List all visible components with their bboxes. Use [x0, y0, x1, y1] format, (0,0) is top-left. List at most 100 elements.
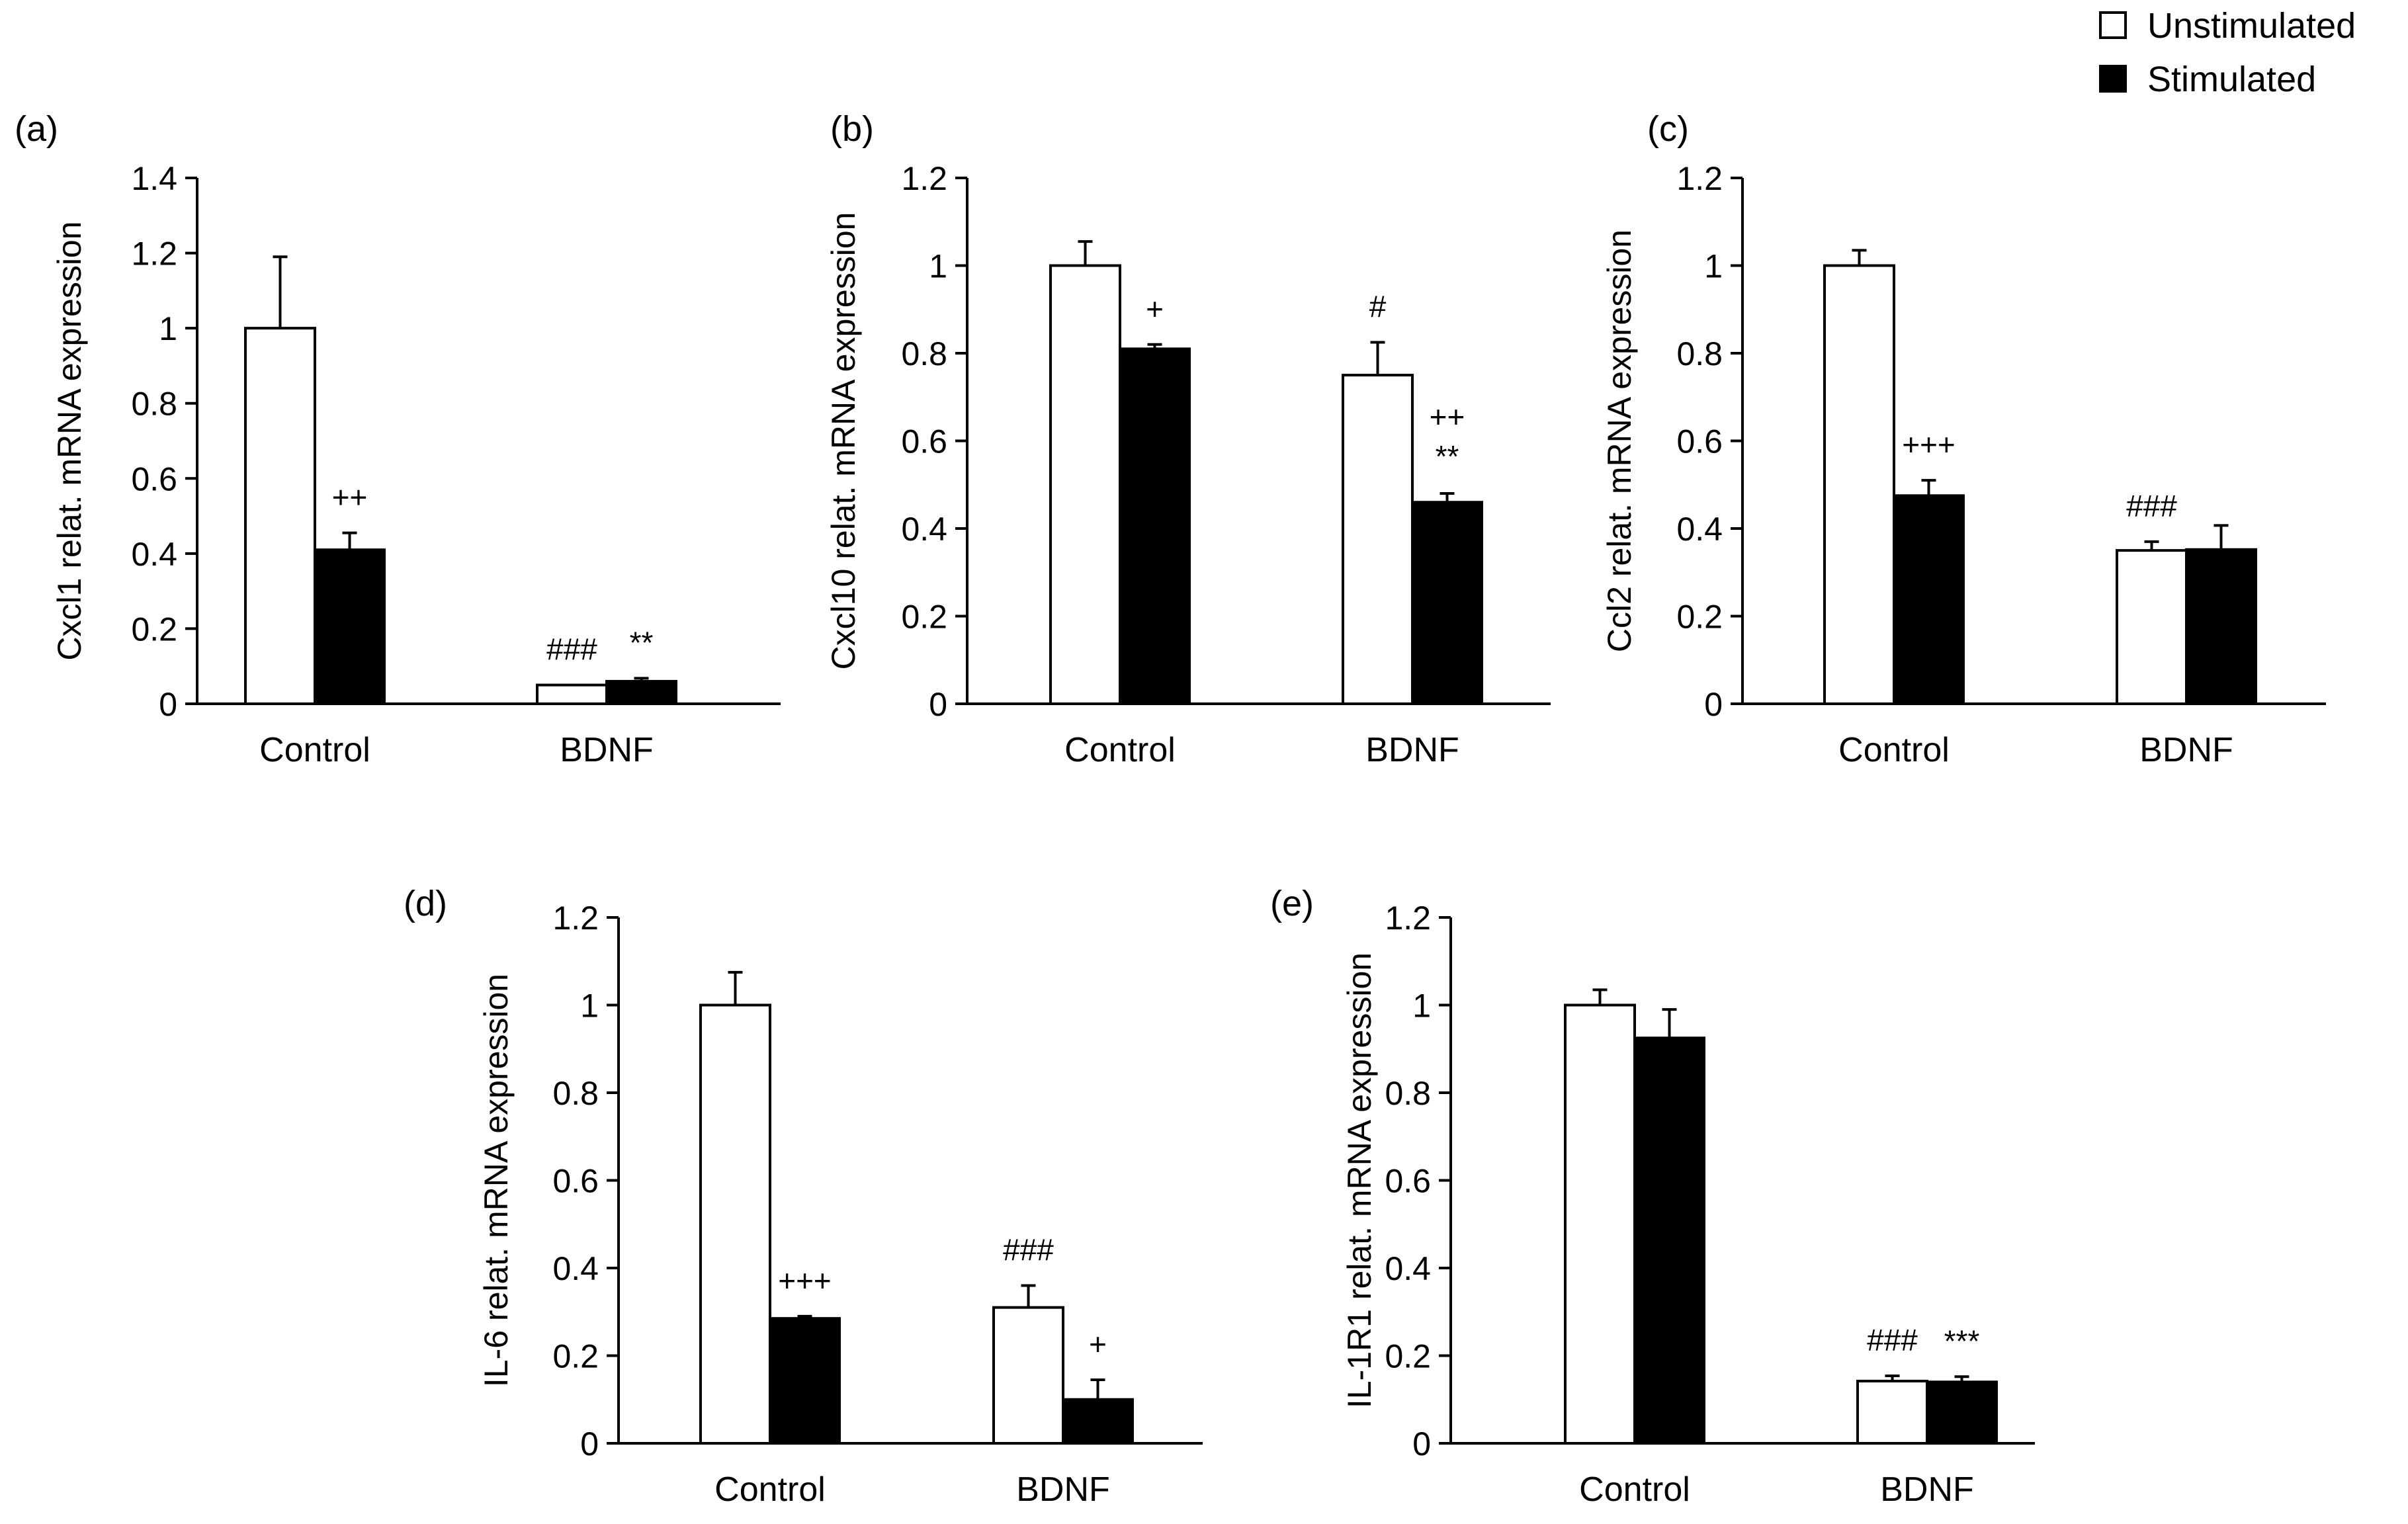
bar-unstimulated-bdnf — [536, 683, 608, 706]
y-tick-label: 1 — [1412, 988, 1431, 1025]
y-tick-label: 0 — [580, 1425, 599, 1462]
y-tick-label: 0.6 — [552, 1163, 599, 1200]
significance-marker: ### — [2126, 489, 2177, 523]
x-category-label: Control — [1838, 731, 1950, 769]
bar-stimulated-bdnf — [1411, 501, 1483, 705]
bar-stimulated-control — [1633, 1037, 1705, 1445]
y-tick-label: 1.2 — [552, 900, 599, 937]
bar-stimulated-bdnf — [1926, 1380, 1998, 1445]
bar-stimulated-bdnf — [2185, 548, 2257, 705]
bar-unstimulated-control — [699, 1003, 771, 1445]
y-axis-title: IL-6 relat. mRNA expression — [478, 974, 515, 1387]
y-axis-title: Cxcl1 relat. mRNA expression — [51, 221, 88, 660]
y-tick-label: 0.6 — [131, 460, 177, 497]
y-tick-label: 0.4 — [1676, 511, 1723, 548]
bar-unstimulated-bdnf — [1856, 1379, 1928, 1445]
y-tick-label: 1.4 — [131, 160, 177, 197]
y-tick-label: 0.2 — [552, 1338, 599, 1375]
bar-stimulated-control — [769, 1317, 841, 1445]
y-tick-label: 0.6 — [1385, 1163, 1431, 1200]
significance-marker: + — [1146, 292, 1164, 326]
y-tick-label: 1 — [1704, 248, 1723, 285]
chart-panel-0: (a) 0 0.2 0.4 0.6 0.8 1 1.2 1.4 Cxcl1 relat. mRNA… — [15, 109, 781, 769]
y-tick-label: 0.8 — [131, 386, 177, 423]
significance-marker: +++ — [778, 1263, 832, 1298]
significance-marker: *** — [1944, 1324, 1980, 1358]
significance-marker: ### — [1003, 1233, 1054, 1267]
significance-marker: +++ — [1902, 427, 1956, 462]
y-tick-label: 1.2 — [901, 160, 947, 197]
bar-unstimulated-control — [1564, 1003, 1636, 1445]
significance-marker: ** — [1436, 439, 1459, 474]
x-category-label: Control — [714, 1470, 826, 1509]
y-tick-label: 0 — [1412, 1425, 1431, 1462]
chart-panel-1: (b) 0 0.2 0.4 0.6 0.8 1 1.2 Cxcl10 relat. mRNA e… — [825, 109, 1551, 769]
y-tick-label: 0.8 — [1676, 335, 1723, 372]
bar-unstimulated-bdnf — [992, 1306, 1064, 1445]
y-tick-label: 0.6 — [901, 423, 947, 460]
significance-marker: ### — [1867, 1323, 1918, 1357]
legend: Unstimulated Stimulated — [2099, 6, 2356, 99]
x-category-label: Control — [1064, 731, 1176, 769]
y-tick-label: 0.4 — [552, 1250, 599, 1287]
x-category-label: Control — [259, 731, 370, 769]
legend-unstimulated-label: Unstimulated — [2147, 6, 2356, 46]
y-tick-label: 0.8 — [552, 1075, 599, 1112]
chart-panel-4: (e) 0 0.2 0.4 0.6 0.8 1 1.2IL-1R1 relat. mRNA e… — [1270, 884, 2035, 1509]
bar-unstimulated-bdnf — [2116, 549, 2188, 705]
y-tick-label: 0.6 — [1676, 423, 1723, 460]
legend-stimulated-swatch — [2099, 65, 2127, 93]
chart-panel-3: (d) 0 0.2 0.4 0.6 0.8 1 1.2 IL-6 relat. mRNA exp… — [404, 884, 1203, 1509]
bar-unstimulated-control — [1049, 264, 1121, 705]
y-tick-label: 0.2 — [131, 611, 177, 648]
y-axis-title: Cxcl10 relat. mRNA expression — [825, 212, 862, 670]
x-category-label: Control — [1579, 1470, 1690, 1509]
chart-panels: (a) 0 0.2 0.4 0.6 0.8 1 1.2 1.4 Cxcl1 relat. mRNA… — [15, 109, 2326, 1509]
panel-label: (b) — [830, 109, 874, 149]
x-category-label: BDNF — [560, 731, 654, 769]
y-tick-label: 0.4 — [901, 511, 947, 548]
y-tick-label: 1.2 — [1676, 160, 1723, 197]
y-tick-label: 0.8 — [1385, 1075, 1431, 1112]
y-tick-label: 0.4 — [1385, 1250, 1431, 1287]
bar-stimulated-control — [1893, 494, 1965, 705]
bar-stimulated-control — [314, 548, 386, 706]
y-tick-label: 1 — [929, 248, 947, 285]
chart-panel-2: (c) 0 0.2 0.4 0.6 0.8 1 1.2 Ccl2 relat. mRNA exp… — [1601, 109, 2326, 769]
y-tick-label: 1.2 — [1385, 900, 1431, 937]
panel-label: (d) — [404, 884, 447, 923]
y-tick-label: 0 — [159, 686, 177, 723]
y-tick-label: 1 — [159, 310, 177, 347]
bar-stimulated-control — [1119, 347, 1191, 705]
y-tick-label: 0.2 — [1385, 1338, 1431, 1375]
x-category-label: BDNF — [1365, 731, 1459, 769]
significance-marker: ++ — [332, 480, 368, 515]
panel-label: (a) — [15, 109, 58, 149]
y-tick-label: 0.4 — [131, 536, 177, 573]
bar-stimulated-bdnf — [1062, 1398, 1134, 1445]
y-tick-label: 0.2 — [901, 599, 947, 636]
y-axis-title: IL-1R1 relat. mRNA expression — [1341, 952, 1378, 1408]
x-category-label: BDNF — [1880, 1470, 1974, 1509]
x-category-label: BDNF — [1016, 1470, 1110, 1509]
bar-unstimulated-bdnf — [1342, 374, 1414, 705]
significance-marker: ** — [630, 625, 654, 659]
significance-marker: ### — [546, 632, 597, 667]
legend-stimulated-label: Stimulated — [2147, 60, 2316, 99]
bar-unstimulated-control — [244, 327, 316, 705]
y-tick-label: 0 — [929, 686, 947, 723]
bar-unstimulated-control — [1823, 264, 1895, 705]
significance-marker: + — [1089, 1327, 1107, 1361]
y-axis-title: Ccl2 relat. mRNA expression — [1601, 230, 1638, 652]
x-category-label: BDNF — [2139, 731, 2233, 769]
panel-label: (c) — [1647, 109, 1689, 149]
panel-label: (e) — [1270, 884, 1314, 923]
y-tick-label: 0 — [1704, 686, 1723, 723]
bar-stimulated-bdnf — [605, 679, 677, 706]
significance-marker: ++ — [1430, 400, 1465, 434]
legend-unstimulated-swatch — [2099, 11, 2127, 39]
y-tick-label: 0.2 — [1676, 599, 1723, 636]
y-tick-label: 0.8 — [901, 335, 947, 372]
significance-marker: # — [1369, 289, 1387, 323]
